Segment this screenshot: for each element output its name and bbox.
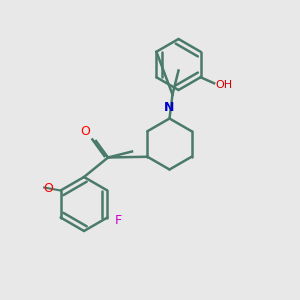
- Text: O: O: [43, 182, 53, 196]
- Text: N: N: [164, 101, 175, 114]
- Text: O: O: [81, 125, 91, 138]
- Text: OH: OH: [215, 80, 232, 90]
- Text: F: F: [115, 214, 122, 227]
